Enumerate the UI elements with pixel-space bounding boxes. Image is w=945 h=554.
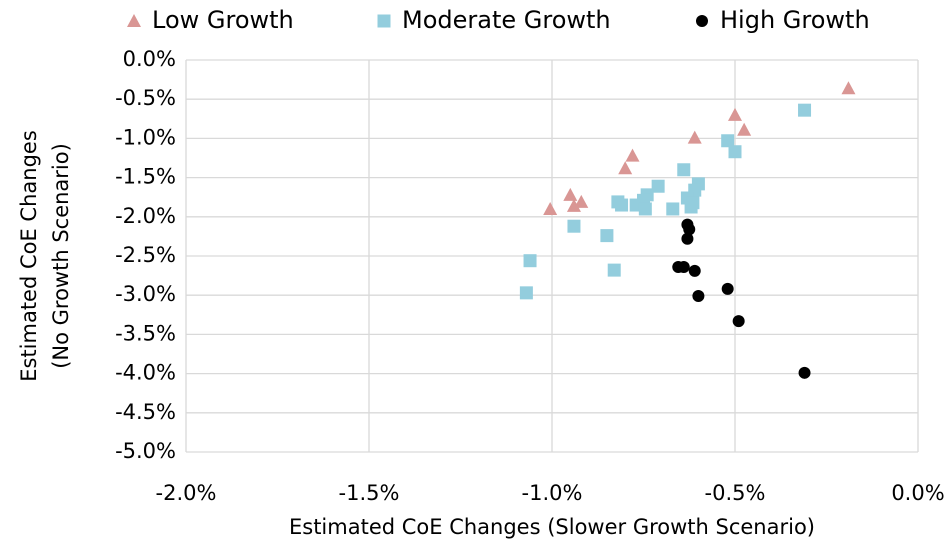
marker-circle [732,315,745,328]
marker-square [638,202,652,216]
marker-square [677,163,691,177]
y-tick-label: -5.0% [115,439,176,463]
legend-label: Moderate Growth [402,6,611,34]
marker-square [523,254,537,268]
marker-square [666,202,680,216]
legend-marker [127,14,141,27]
marker-square [567,219,581,233]
x-tick-label: 0.0% [891,481,944,505]
marker-square [721,134,735,148]
marker-triangle [563,187,578,201]
legend-label: Low Growth [152,6,294,34]
x-tick-label: -1.5% [339,481,400,505]
marker-circle [681,232,694,245]
x-axis-title: Estimated CoE Changes (Slower Growth Sce… [289,515,815,539]
y-tick-label: -1.0% [115,125,176,149]
marker-triangle [566,198,581,212]
marker-triangle [618,161,633,175]
marker-triangle [728,107,742,121]
x-tick-label: -2.0% [156,481,217,505]
y-tick-label: -1.5% [115,165,176,189]
y-tick-label: -3.5% [115,321,176,345]
marker-circle [677,260,690,273]
marker-square [728,145,742,159]
marker-square [798,103,812,117]
y-tick-label: -0.5% [115,86,176,110]
y-tick-label: -4.0% [115,361,176,385]
marker-square [684,200,698,214]
y-tick-label: -2.5% [115,243,176,267]
legend-label: High Growth [720,6,870,34]
y-tick-label: 0.0% [123,47,176,71]
marker-triangle [574,194,589,208]
marker-square [651,179,665,193]
marker-triangle [737,122,752,136]
marker-circle [683,223,696,236]
marker-circle [721,282,734,295]
marker-triangle [625,148,640,162]
x-tick-label: -1.0% [522,481,583,505]
marker-circle [688,264,701,277]
y-tick-label: -4.5% [115,400,176,424]
marker-triangle [687,130,702,144]
marker-square [607,263,621,277]
marker-triangle [543,201,558,215]
marker-circle [692,289,705,302]
y-axis-title: (No Growth Scenario) [49,143,73,369]
marker-square [600,229,614,243]
marker-triangle [841,81,856,95]
y-axis-title: Estimated CoE Changes [17,130,41,382]
marker-circle [798,366,811,379]
x-tick-label: -0.5% [705,481,766,505]
y-tick-label: -2.0% [115,204,176,228]
marker-square [615,198,629,212]
marker-square [519,286,533,300]
legend-marker [696,15,708,27]
y-tick-label: -3.0% [115,282,176,306]
legend-marker [377,14,391,28]
